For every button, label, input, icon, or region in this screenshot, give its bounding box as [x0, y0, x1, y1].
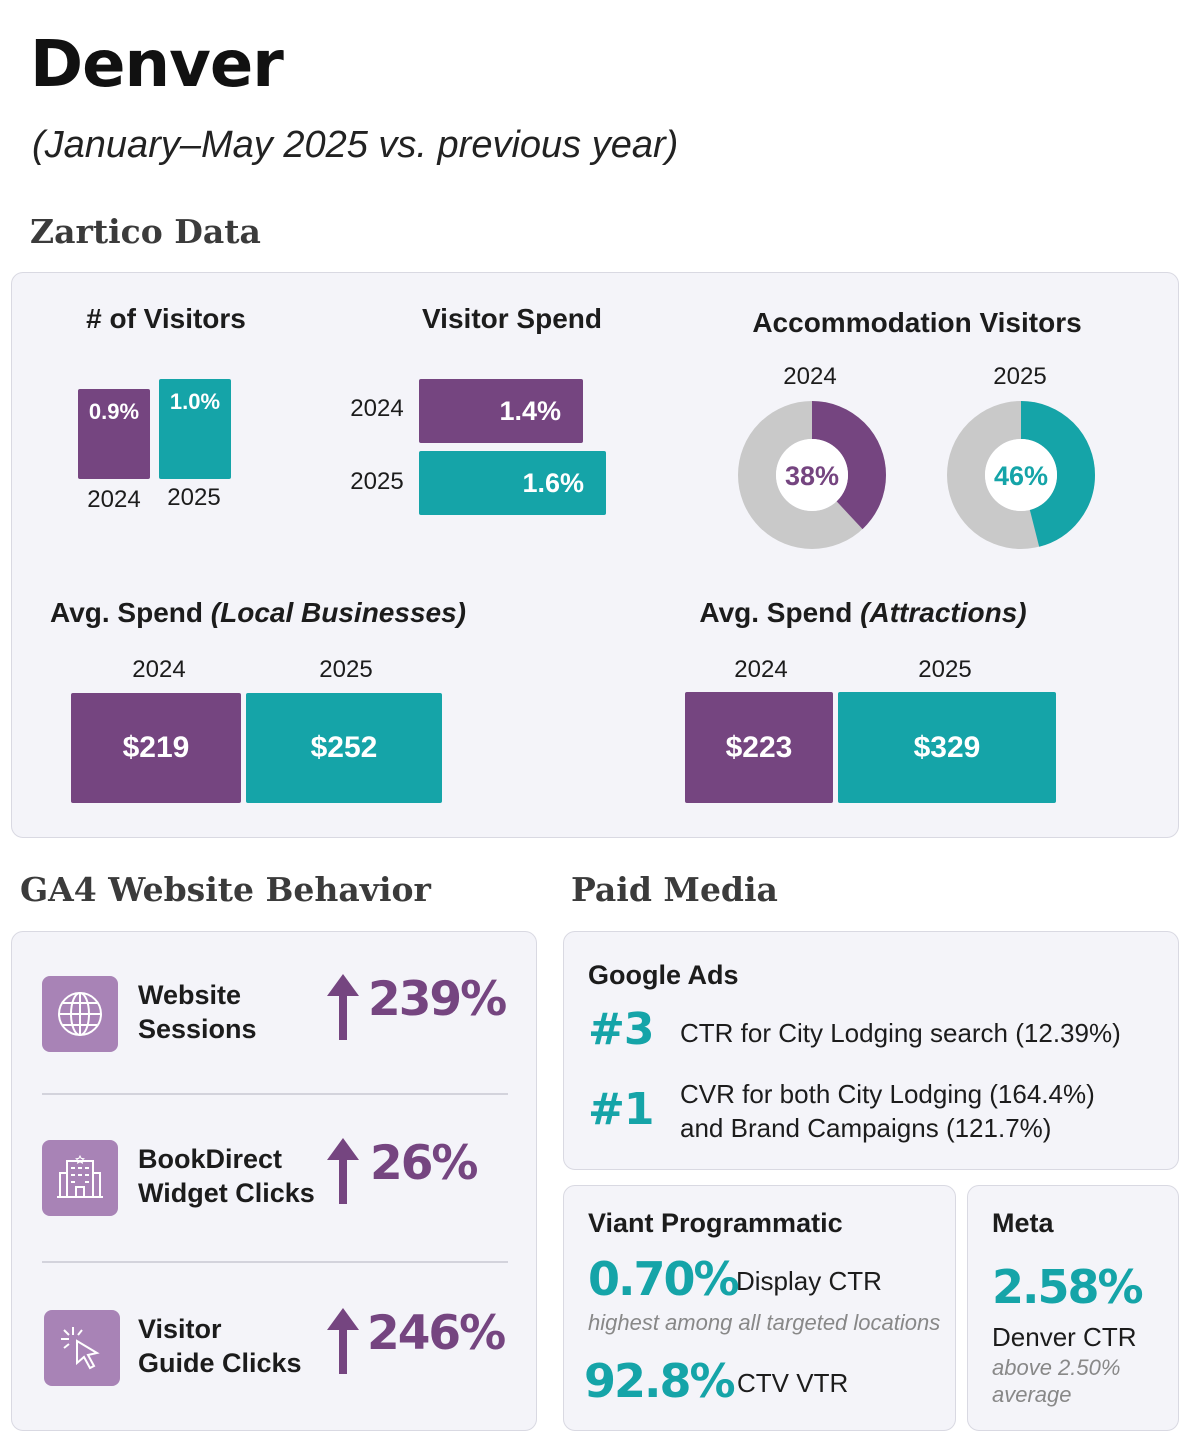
spend-bar-2025-value: 1.6% — [522, 467, 584, 498]
meta-heading: Meta — [992, 1208, 1054, 1238]
donut-2025-value: 46% — [994, 461, 1048, 491]
ga4-label-line1: Visitor — [138, 1314, 222, 1344]
meta-note-line1: above 2.50% — [992, 1355, 1121, 1380]
viant-display-ctr-value: 0.70% — [588, 1252, 740, 1306]
meta-panel: Meta 2.58% Denver CTR above 2.50% averag… — [967, 1185, 1179, 1431]
google-ads-heading: Google Ads — [588, 960, 739, 990]
visitors-chart-title: # of Visitors — [86, 303, 246, 334]
ga4-row-label: Website Sessions — [138, 978, 257, 1046]
ga4-label-line1: Website — [138, 980, 242, 1010]
google-ads-panel: Google Ads #3 CTR for City Lodging searc… — [563, 931, 1179, 1170]
up-arrow-icon — [327, 1308, 359, 1374]
donut-2024-hole — [776, 439, 848, 511]
divider — [42, 1261, 508, 1263]
divider — [42, 1093, 508, 1095]
donut-2025-label: 2025 — [993, 363, 1047, 390]
local-spend-tick-2025: 2025 — [319, 656, 373, 683]
ga4-label-line2: Widget Clicks — [138, 1178, 315, 1208]
local-spend-tick-2024: 2024 — [132, 656, 186, 683]
attractions-spend-bar-2025: $329 — [838, 692, 1056, 803]
ga4-row-label: Visitor Guide Clicks — [138, 1312, 302, 1380]
meta-ctr-label: Denver CTR — [992, 1322, 1137, 1352]
ga4-label-line2: Guide Clicks — [138, 1348, 302, 1378]
accommodation-chart-title: Accommodation Visitors — [752, 307, 1082, 338]
ga4-panel: Website Sessions 239% BookDirect Widget … — [11, 931, 537, 1431]
ga4-section-title: GA4 Website Behavior — [20, 870, 431, 909]
meta-note-line2: average — [992, 1382, 1072, 1407]
page-subtitle: (January–May 2025 vs. previous year) — [32, 124, 679, 166]
google-ads-rank: #3 — [588, 1004, 654, 1055]
donut-2024-label: 2024 — [783, 363, 837, 390]
ga4-row-value: 246% — [367, 1306, 506, 1361]
local-spend-title-qualifier: (Local Businesses) — [210, 597, 466, 628]
visitors-bar-2024: 0.9% — [78, 389, 150, 479]
google-ads-item-line1: CVR for both City Lodging (164.4%) — [680, 1079, 1095, 1109]
donut-chart-2025: 46% — [947, 401, 1095, 549]
viant-heading: Viant Programmatic — [588, 1208, 843, 1238]
local-spend-bar-2025: $252 — [246, 693, 442, 803]
donut-2025-hole — [985, 439, 1057, 511]
spend-tick-2025: 2025 — [350, 468, 404, 495]
local-spend-bar-2024-value: $219 — [122, 731, 190, 764]
donut-chart-2024: 38% — [738, 401, 886, 549]
paid-media-section-title: Paid Media — [571, 870, 778, 909]
spend-bar-2025: 1.6% — [419, 451, 606, 515]
attractions-spend-title-qualifier: (Attractions) — [860, 597, 1027, 628]
spend-bar-2024: 1.4% — [419, 379, 583, 443]
attractions-spend-bar-2024: $223 — [685, 692, 833, 803]
ga4-row-value: 239% — [368, 972, 507, 1027]
donut-2024-value: 38% — [785, 461, 839, 491]
local-spend-bar-2025-value: $252 — [310, 731, 378, 764]
ga4-row-visitor-guide-clicks: Visitor Guide Clicks 246% — [42, 1304, 512, 1394]
google-ads-item-line2: and Brand Campaigns (121.7%) — [680, 1113, 1052, 1143]
attractions-spend-tick-2025: 2025 — [918, 656, 972, 683]
zartico-panel: # of Visitors 0.9% 1.0% 2024 2025 Visito… — [11, 272, 1179, 838]
attractions-spend-bar-2025-value: $329 — [913, 730, 981, 764]
attractions-spend-title-main: Avg. Spend — [699, 597, 853, 628]
meta-ctr-note: above 2.50% average — [992, 1354, 1120, 1408]
visitors-tick-2024: 2024 — [87, 486, 141, 513]
ga4-row-bookdirect-clicks: BookDirect Widget Clicks 26% — [42, 1134, 512, 1224]
spend-bar-2024-value: 1.4% — [499, 395, 561, 426]
hotel-building-icon — [42, 1140, 118, 1216]
google-ads-item-text: CVR for both City Lodging (164.4%) and B… — [680, 1077, 1095, 1145]
local-spend-title-main: Avg. Spend — [50, 597, 203, 628]
visitors-bar-2025-value: 1.0% — [169, 389, 221, 414]
google-ads-item-line1: CTR for City Lodging search (12.39%) — [680, 1018, 1121, 1048]
visitors-bar-2025: 1.0% — [159, 379, 231, 479]
local-spend-chart-title: Avg. Spend (Local Businesses) — [48, 597, 468, 629]
viant-ctv-vtr-label: CTV VTR — [737, 1368, 849, 1398]
viant-ctv-vtr-value: 92.8% — [584, 1354, 736, 1408]
cursor-click-icon — [44, 1310, 120, 1386]
local-spend-bar-2024: $219 — [71, 693, 241, 803]
attractions-spend-chart-title: Avg. Spend (Attractions) — [688, 597, 1038, 629]
spend-chart-title: Visitor Spend — [422, 303, 602, 334]
ga4-label-line2: Sessions — [138, 1014, 257, 1044]
attractions-spend-tick-2024: 2024 — [734, 656, 788, 683]
donut-2025-slice — [947, 401, 1095, 549]
donut-2024-slice — [738, 401, 886, 549]
visitors-tick-2025: 2025 — [167, 484, 221, 511]
google-ads-item-text: CTR for City Lodging search (12.39%) — [680, 1016, 1121, 1050]
up-arrow-icon — [327, 1138, 359, 1204]
attractions-spend-bar-2024-value: $223 — [725, 730, 793, 764]
visitors-bar-2024-value: 0.9% — [88, 399, 140, 424]
zartico-section-title: Zartico Data — [30, 212, 261, 251]
spend-tick-2024: 2024 — [350, 395, 404, 422]
viant-display-ctr-label: Display CTR — [736, 1266, 882, 1296]
ga4-label-line1: BookDirect — [138, 1144, 283, 1174]
viant-display-ctr-note: highest among all targeted locations — [588, 1310, 941, 1335]
google-ads-rank: #1 — [588, 1084, 654, 1135]
globe-icon — [42, 976, 118, 1052]
up-arrow-icon — [327, 974, 359, 1040]
viant-panel: Viant Programmatic 0.70% Display CTR hig… — [563, 1185, 956, 1431]
ga4-row-label: BookDirect Widget Clicks — [138, 1142, 315, 1210]
visitors-chart: # of Visitors — [60, 303, 272, 335]
ga4-row-website-sessions: Website Sessions 239% — [42, 970, 512, 1060]
page-title: Denver — [30, 28, 284, 102]
meta-ctr-value: 2.58% — [992, 1260, 1144, 1314]
ga4-row-value: 26% — [370, 1136, 478, 1191]
